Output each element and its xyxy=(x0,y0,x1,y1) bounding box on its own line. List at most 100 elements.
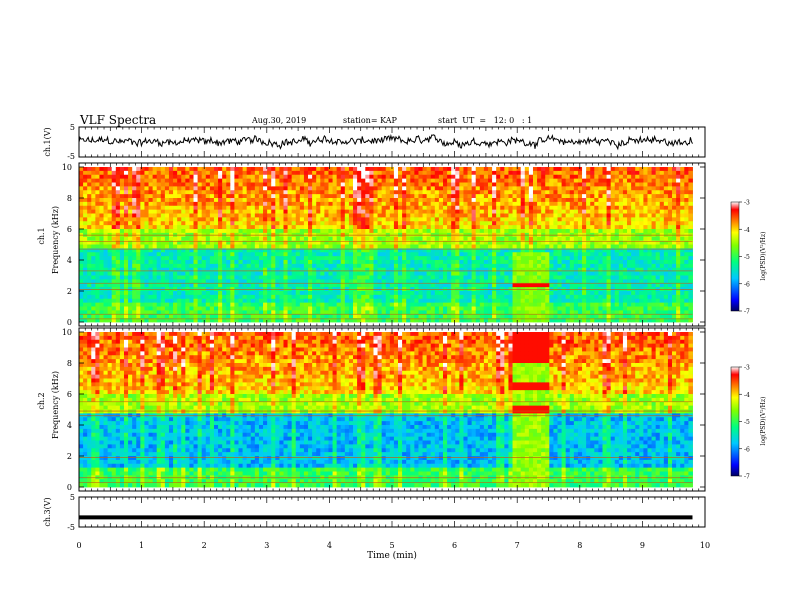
spectrogram-cell xyxy=(267,314,271,318)
spectrogram-cell xyxy=(132,245,136,249)
spectrogram-cell xyxy=(439,229,443,233)
spectrogram-cell xyxy=(239,245,243,249)
spectrogram-cell xyxy=(402,283,406,287)
spectrogram-cell xyxy=(394,198,398,202)
spectrogram-cell xyxy=(439,256,443,260)
spectrogram-cell xyxy=(104,268,108,272)
spectrogram-cell xyxy=(349,256,353,260)
spectrogram-cell xyxy=(578,225,582,229)
spectrogram-cell xyxy=(300,217,304,221)
spectrogram-cell xyxy=(357,272,361,276)
spectrogram-cell xyxy=(79,283,83,287)
spectrogram-cell xyxy=(341,299,345,303)
spectrogram-cell xyxy=(255,303,259,307)
spectrogram-cell xyxy=(234,198,238,202)
spectrogram-cell xyxy=(124,256,128,260)
spectrogram-cell xyxy=(292,190,296,194)
spectrogram-cell xyxy=(398,202,402,206)
spectrogram-cell xyxy=(455,299,459,303)
spectrogram-cell xyxy=(300,307,304,311)
spectrogram-cell xyxy=(222,260,226,264)
spectrogram-cell xyxy=(545,237,549,241)
spectrogram-cell xyxy=(239,260,243,264)
spectrogram-cell xyxy=(578,307,582,311)
spectrogram-cell xyxy=(414,217,418,221)
spectrogram-cell xyxy=(185,171,189,175)
spectrogram-cell xyxy=(484,237,488,241)
spectrogram-cell xyxy=(333,252,337,256)
spectrogram-cell xyxy=(345,291,349,295)
spectrogram-cell xyxy=(222,214,226,218)
spectrogram-cell xyxy=(500,260,504,264)
spectrogram-cell xyxy=(108,206,112,210)
spectrogram-cell xyxy=(431,303,435,307)
spectrogram-cell xyxy=(562,260,566,264)
spectrogram-cell xyxy=(353,183,357,187)
spectrogram-cell xyxy=(95,291,99,295)
spectrogram-cell xyxy=(116,210,120,214)
spectrogram-cell xyxy=(144,190,148,194)
spectrogram-cell xyxy=(214,217,218,221)
spectrogram-cell xyxy=(386,179,390,183)
spectrogram-cell xyxy=(463,303,467,307)
spectrogram-cell xyxy=(492,260,496,264)
spectrogram-cell xyxy=(173,252,177,256)
spectrogram-cell xyxy=(341,291,345,295)
spectrogram-cell xyxy=(398,183,402,187)
spectrogram-cell xyxy=(312,268,316,272)
spectrogram-cell xyxy=(386,186,390,190)
spectrogram-cell xyxy=(533,225,537,229)
spectrogram-cell xyxy=(566,217,570,221)
spectrogram-cell xyxy=(153,225,157,229)
spectrogram-cell xyxy=(423,291,427,295)
spectrogram-cell xyxy=(443,167,447,171)
spectrogram-cell xyxy=(214,221,218,225)
spectrogram-cell xyxy=(108,175,112,179)
spectrogram-cell xyxy=(136,225,140,229)
spectrogram-cell xyxy=(279,237,283,241)
spectrogram-cell xyxy=(566,252,570,256)
spectrogram-cell xyxy=(337,206,341,210)
spectrogram-cell xyxy=(169,276,173,280)
spectrogram-cell xyxy=(312,206,316,210)
spectrogram-cell xyxy=(455,276,459,280)
spectrogram-cell xyxy=(508,307,512,311)
spectrogram-cell xyxy=(165,295,169,299)
spectrogram-cell xyxy=(410,260,414,264)
spectrogram-cell xyxy=(79,221,83,225)
spectrogram-cell xyxy=(333,299,337,303)
spectrogram-cell xyxy=(189,307,193,311)
spectrogram-cell xyxy=(165,210,169,214)
spectrogram-cell xyxy=(402,206,406,210)
spectrogram-cell xyxy=(365,179,369,183)
spectrogram-cell xyxy=(545,175,549,179)
spectrogram-cell xyxy=(472,198,476,202)
spectrogram-cell xyxy=(361,264,365,268)
spectrogram-cell xyxy=(549,217,553,221)
spectrogram-cell xyxy=(247,276,251,280)
spectrogram-cell xyxy=(365,264,369,268)
spectrogram-cell xyxy=(128,245,132,249)
ch1-ytick-top: 5 xyxy=(70,123,75,132)
spectrogram-cell xyxy=(521,175,525,179)
spectrogram-cell xyxy=(476,303,480,307)
spectrogram-cell xyxy=(112,202,116,206)
spectrogram-cell xyxy=(390,183,394,187)
spectrogram-cell xyxy=(87,206,91,210)
spectrogram-cell xyxy=(423,194,427,198)
spectrogram-cell xyxy=(230,299,234,303)
spectrogram-cell xyxy=(157,167,161,171)
spectrogram-cell xyxy=(574,217,578,221)
spectrogram-cell xyxy=(259,175,263,179)
spectrogram-cell xyxy=(320,229,324,233)
spectrogram-cell xyxy=(283,229,287,233)
spectrogram-cell xyxy=(423,245,427,249)
spectrogram-cell xyxy=(112,237,116,241)
spectrogram-cell xyxy=(308,276,312,280)
spectrogram-cell xyxy=(341,268,345,272)
spectrogram-cell xyxy=(476,237,480,241)
spectrogram-cell xyxy=(562,194,566,198)
spectrogram-cell xyxy=(459,194,463,198)
spectrogram-cell xyxy=(267,183,271,187)
spectrogram-cell xyxy=(525,221,529,225)
